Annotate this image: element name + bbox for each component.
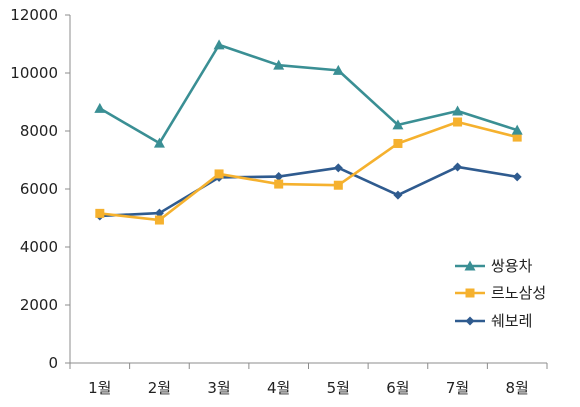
series-line [99,120,518,222]
data-point [94,102,106,113]
x-tick-label: 6월 [386,379,409,397]
series-line [99,43,518,145]
legend-label: 쌍용차 [491,257,533,275]
data-point [453,117,463,127]
legend-label: 르노삼성 [491,284,546,302]
data-point [95,208,105,218]
data-point [153,137,165,148]
data-point [154,208,164,218]
x-tick-label: 8월 [506,379,529,397]
y-tick-label: 10000 [10,64,58,82]
y-tick-label: 0 [48,354,58,372]
axes: 0 2000 4000 6000 8000 10000 12000 1월 2월 3월 4월 5월 6월 7… [10,6,548,397]
data-point [274,172,284,182]
y-tick-label: 6000 [20,180,58,198]
data-point [453,162,463,172]
data-point [213,39,225,50]
data-point [392,119,404,130]
legend-item: 르노삼성 [455,284,546,302]
data-point [333,180,343,190]
x-tick-label: 4월 [267,379,290,397]
y-tick-label: 12000 [10,6,58,24]
y-tick-label: 4000 [20,238,58,256]
data-point [512,172,522,182]
data-point [452,105,464,116]
x-tick-label: 3월 [207,379,230,397]
series-diamond [95,162,522,221]
legend-marker [464,260,476,271]
data-point [274,179,284,189]
series-square [95,117,522,225]
data-point [154,215,164,225]
series-line [99,165,518,218]
data-point [214,169,224,179]
x-tick-label: 1월 [88,379,111,397]
x-tick-label: 2월 [148,379,171,397]
data-point [511,124,523,135]
data-point [273,59,285,70]
legend-label: 쉐보레 [491,312,532,330]
data-point [393,190,403,200]
y-tick-label: 2000 [20,296,58,314]
data-point [332,64,344,75]
legend-marker [465,316,475,326]
data-point [393,138,403,148]
x-tick-label: 7월 [446,379,469,397]
y-tick-label: 8000 [20,122,58,140]
legend-item: 쉐보레 [455,312,532,330]
series-triangle [94,39,523,148]
data-point [333,163,343,173]
legend-marker [465,288,475,298]
data-point [512,132,522,142]
series-layer [94,39,523,225]
legend-item: 쌍용차 [455,257,533,275]
x-tick-label: 5월 [327,379,350,397]
